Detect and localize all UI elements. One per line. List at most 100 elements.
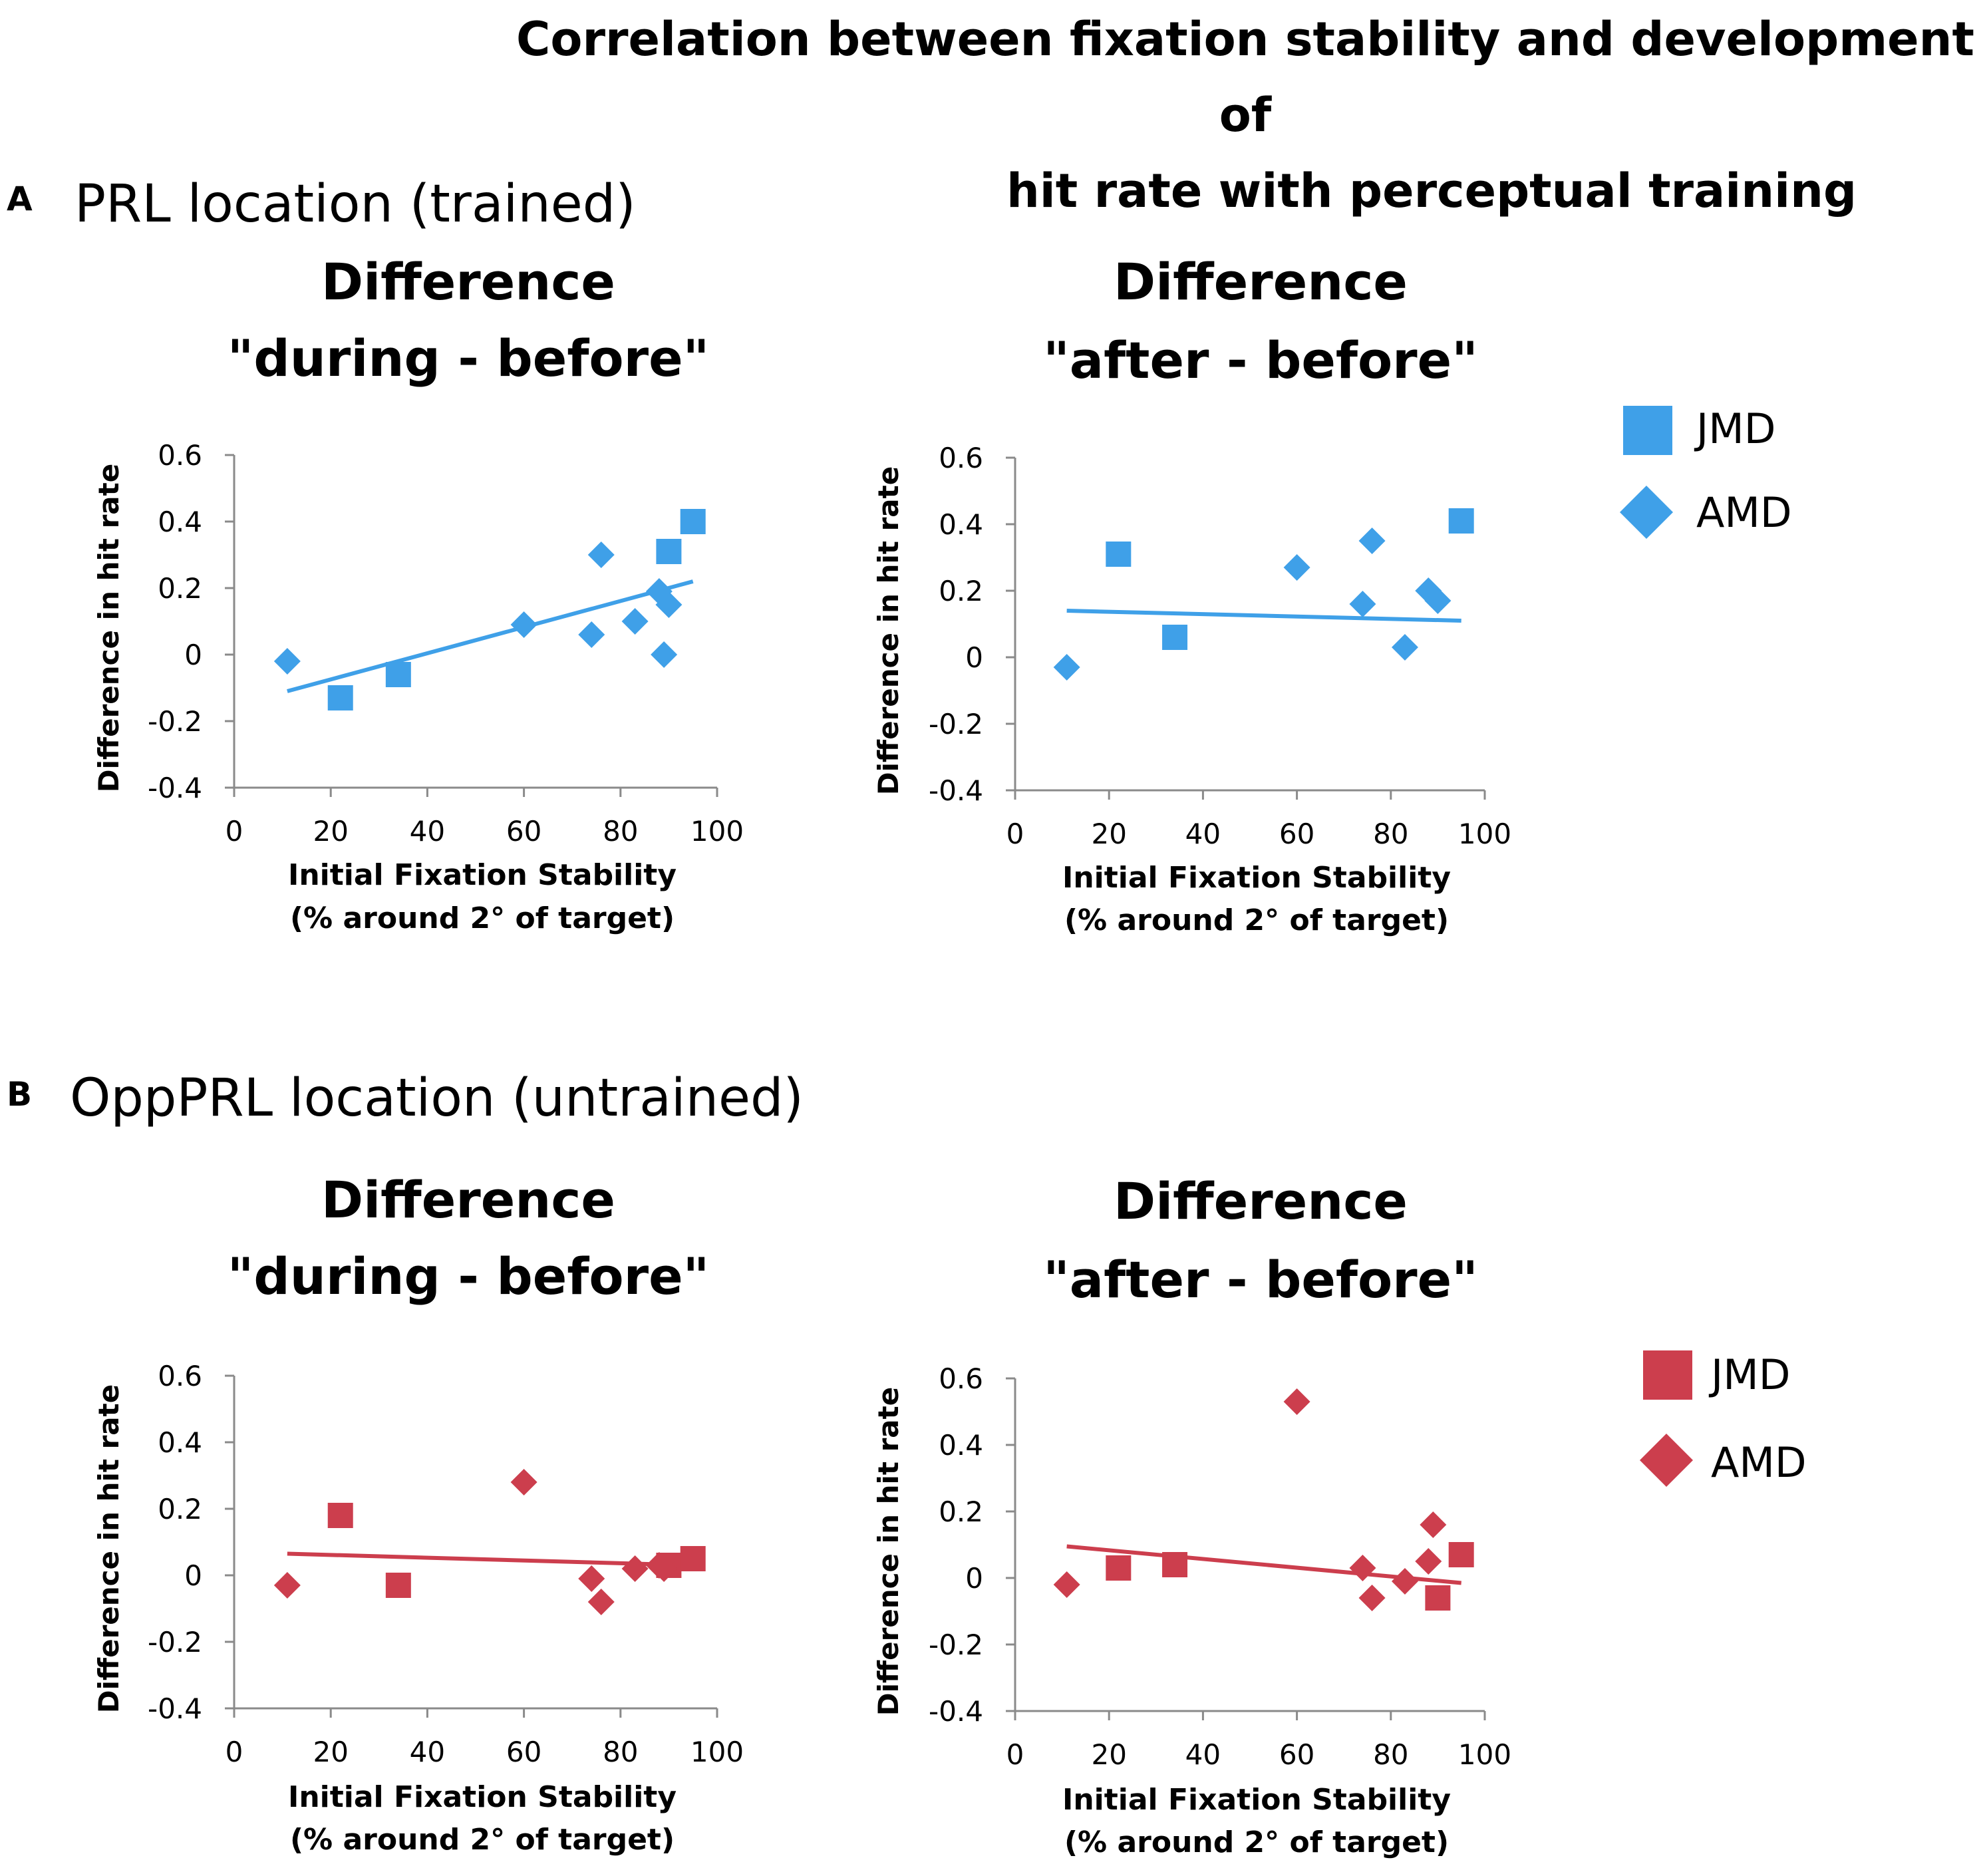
data-point-jmd [385, 1573, 411, 1598]
data-point-amd [1283, 554, 1310, 581]
y-axis-label: Difference in hit rate [92, 1384, 125, 1713]
y-tick-label: -0.2 [929, 708, 983, 740]
x-tick-label: 100 [690, 815, 744, 848]
trendline [287, 579, 694, 693]
diamond-icon [1640, 1434, 1693, 1487]
y-tick-label: -0.4 [148, 772, 202, 804]
data-point-amd [1358, 1585, 1386, 1611]
x-tick-label: 0 [1006, 818, 1024, 850]
x-tick-label: 40 [410, 815, 445, 848]
legend-label: JMD [1694, 404, 1776, 453]
x-tick-label: 20 [313, 1736, 348, 1768]
x-tick-label: 60 [1279, 818, 1314, 850]
x-axis-label-line: (% around 2° of target) [290, 901, 675, 935]
x-tick-label: 60 [506, 1736, 541, 1768]
y-tick-label: 0.4 [939, 1429, 983, 1462]
data-point-jmd [1162, 1552, 1188, 1577]
data-point-amd [273, 1572, 301, 1599]
x-tick-label: 80 [603, 1736, 638, 1768]
data-point-amd [651, 1555, 678, 1582]
x-axis-label-line: Initial Fixation Stability [1062, 861, 1451, 895]
legend-panel-a: JMD AMD [1620, 404, 1792, 539]
diamond-icon [1620, 486, 1673, 539]
data-point-jmd [385, 662, 411, 687]
x-tick-label: 20 [1091, 1738, 1126, 1771]
chart-1: Difference "during - before" -0.4 -0.2 0 0.2 0… [92, 252, 744, 935]
data-point-amd [1415, 1548, 1442, 1575]
data-point-amd [1391, 1568, 1418, 1595]
y-tick-label: -0.4 [148, 1692, 202, 1725]
x-tick-label: 60 [506, 815, 541, 848]
y-tick-label: -0.2 [148, 1626, 202, 1658]
x-axis-label-line: Initial Fixation Stability [1062, 1783, 1451, 1817]
figure-title: Correlation between fixation stability a… [373, 1, 1985, 229]
chart-title-line: Difference [1114, 1172, 1408, 1231]
x-axis-label-line: Initial Fixation Stability [288, 1780, 677, 1814]
y-tick-label: 0.6 [939, 442, 983, 474]
y-tick-label: 0.4 [158, 506, 202, 538]
data-point-jmd [327, 685, 353, 710]
x-tick-label: 60 [1279, 1738, 1314, 1771]
data-point-amd [1424, 587, 1451, 614]
x-tick-label: 40 [1185, 1738, 1221, 1771]
data-point-amd [655, 591, 683, 618]
x-axis-label-line: Initial Fixation Stability [288, 858, 677, 892]
data-point-jmd [1448, 1542, 1474, 1567]
y-axis-label: Difference in hit rate [872, 1387, 905, 1716]
data-point-amd [1053, 654, 1080, 681]
y-tick-label: -0.4 [929, 774, 983, 807]
data-point-amd [1349, 591, 1376, 617]
x-tick-label: 0 [1006, 1738, 1024, 1771]
figure-title-line-1: Correlation between fixation stability a… [516, 12, 1974, 142]
y-tick-label: 0.2 [158, 1493, 202, 1525]
y-tick-label: 0.6 [158, 1360, 202, 1392]
panel-b-heading: OppPRL location (untrained) [70, 1068, 804, 1128]
chart-4: Difference "after - before" -0.4 -0.2 0 0.2 0.… [872, 1172, 1511, 1859]
data-point-jmd [327, 1503, 353, 1528]
data-point-jmd [1162, 625, 1188, 650]
y-tick-label: 0.4 [158, 1426, 202, 1459]
data-point-amd [510, 611, 537, 638]
x-axis-label-line: (% around 2° of target) [290, 1823, 675, 1857]
data-point-amd [1391, 634, 1418, 661]
data-point-amd [587, 1589, 615, 1615]
y-tick-label: 0.2 [939, 1495, 983, 1528]
square-icon [1623, 406, 1672, 455]
data-point-amd [1283, 1388, 1310, 1415]
x-tick-label: 80 [1373, 818, 1408, 850]
data-point-jmd [1106, 542, 1132, 567]
legend-panel-b: JMD AMD [1640, 1350, 1807, 1487]
y-tick-label: 0.6 [939, 1362, 983, 1395]
data-point-jmd [1425, 1585, 1451, 1611]
x-tick-label: 0 [226, 1736, 243, 1768]
chart-title-line: "during - before" [228, 1247, 709, 1306]
panel-a-letter: A [7, 180, 33, 218]
x-tick-label: 100 [1458, 818, 1511, 850]
y-tick-label: 0 [965, 1562, 983, 1595]
y-axis-label: Difference in hit rate [872, 466, 905, 795]
data-point-amd [1358, 528, 1386, 554]
data-point-amd [651, 641, 678, 668]
chart-title-line: Difference [321, 252, 615, 311]
x-axis-label-line: (% around 2° of target) [1064, 903, 1449, 937]
data-point-amd [1053, 1571, 1080, 1598]
y-tick-label: 0.4 [939, 508, 983, 541]
data-point-amd [578, 1565, 605, 1592]
x-tick-label: 80 [1373, 1738, 1408, 1771]
y-tick-label: -0.2 [148, 705, 202, 738]
data-point-amd [1349, 1555, 1376, 1581]
trendline [287, 1551, 693, 1567]
y-tick-label: 0 [965, 641, 983, 674]
trendline [1066, 609, 1461, 623]
data-point-amd [587, 542, 615, 568]
data-point-amd [273, 648, 301, 675]
y-tick-label: 0 [184, 1559, 202, 1592]
y-tick-label: 0 [184, 639, 202, 671]
x-tick-label: 20 [313, 815, 348, 848]
data-point-jmd [1448, 508, 1474, 534]
y-tick-label: -0.2 [929, 1629, 983, 1661]
panel-b-letter: B [7, 1075, 33, 1114]
y-tick-label: 0.2 [158, 572, 202, 605]
x-tick-label: 20 [1091, 818, 1126, 850]
chart-2: Difference "after - before" -0.4 -0.2 0 0.2 0.… [872, 252, 1511, 937]
